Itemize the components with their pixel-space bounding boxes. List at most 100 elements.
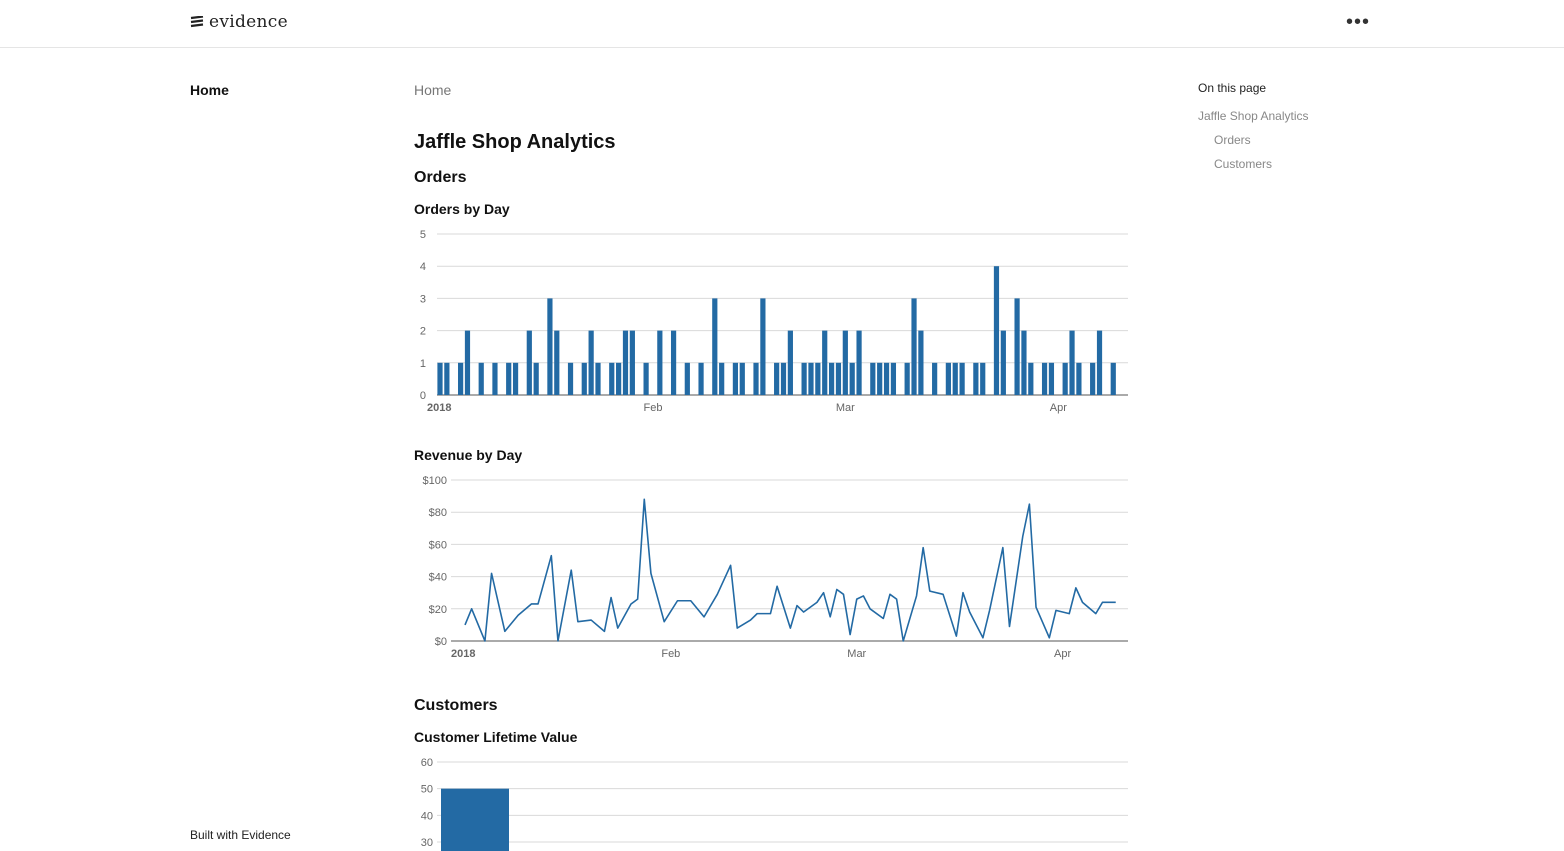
revenue-by-day-chart: $0 $20 $40 $60 $80 $100 2018 Feb Mar Apr	[423, 475, 1128, 660]
bar	[959, 362, 965, 395]
bar	[993, 266, 1000, 395]
bar	[1048, 362, 1055, 395]
bar	[822, 330, 828, 395]
bar	[684, 362, 690, 395]
bar	[1028, 362, 1034, 395]
y-tick-label: 0	[420, 390, 426, 402]
evidence-logo-icon	[190, 16, 204, 28]
y-tick-label: $40	[429, 572, 447, 584]
bar	[870, 362, 876, 395]
bar	[849, 362, 855, 395]
built-with-evidence-link[interactable]: Built with Evidence	[190, 828, 291, 842]
bar	[629, 330, 635, 395]
bar	[918, 330, 924, 395]
toc-title: On this page	[1198, 81, 1267, 95]
bar	[595, 362, 601, 395]
revenue-line	[464, 498, 1116, 642]
chart-title-customer-lifetime-value: Customer Lifetime Value	[414, 729, 578, 745]
bar	[1062, 362, 1068, 395]
evidence-logo[interactable]: evidence	[190, 12, 288, 32]
bar	[670, 330, 677, 395]
chart-title-orders-by-day: Orders by Day	[414, 201, 510, 217]
bar	[952, 362, 958, 395]
bar	[835, 362, 842, 395]
x-tick-label: Mar	[836, 402, 855, 414]
bar	[1000, 330, 1006, 395]
bar	[478, 362, 484, 395]
section-heading-orders: Orders	[414, 169, 467, 186]
y-tick-label: $60	[429, 539, 447, 551]
x-tick-label: Feb	[643, 402, 662, 414]
bar	[1096, 330, 1103, 395]
bar	[698, 362, 704, 395]
x-tick-label: Mar	[847, 648, 866, 660]
bar	[464, 330, 471, 395]
bar	[1076, 362, 1082, 395]
bar	[526, 330, 532, 395]
bar	[774, 362, 780, 395]
y-tick-label: $100	[423, 475, 447, 487]
x-tick-label: Apr	[1054, 648, 1071, 660]
bar	[801, 362, 807, 395]
bar	[877, 362, 883, 395]
bar	[492, 362, 498, 395]
bar	[945, 362, 951, 395]
logo-text: evidence	[209, 12, 288, 32]
bar	[732, 362, 739, 395]
bar	[815, 362, 821, 395]
bar	[1014, 298, 1020, 395]
toc-item-customers[interactable]: Customers	[1214, 157, 1273, 171]
page-title: Jaffle Shop Analytics	[414, 131, 616, 153]
bar	[616, 362, 622, 395]
sidebar-item-home[interactable]: Home	[190, 82, 229, 98]
bar	[581, 362, 587, 395]
bar	[1021, 330, 1027, 395]
x-tick-label: 2018	[427, 402, 451, 414]
bar	[437, 362, 443, 395]
y-tick-label: 60	[421, 757, 433, 769]
bar	[512, 362, 519, 395]
breadcrumb[interactable]: Home	[414, 82, 452, 98]
y-tick-label: 2	[420, 326, 426, 338]
bar	[883, 362, 890, 395]
y-tick-label: 1	[420, 358, 426, 370]
y-tick-label: $0	[435, 636, 447, 648]
y-tick-label: 4	[420, 261, 426, 273]
bar	[1041, 362, 1048, 395]
y-tick-label: $80	[429, 507, 447, 519]
y-tick-label: 50	[421, 784, 433, 796]
y-tick-label: $20	[429, 604, 447, 616]
x-tick-label: Apr	[1050, 402, 1067, 414]
toc-item-jaffle-shop-analytics[interactable]: Jaffle Shop Analytics	[1198, 109, 1309, 123]
bar	[712, 298, 718, 395]
bar	[719, 362, 725, 395]
bar	[506, 362, 512, 395]
bar	[780, 362, 787, 395]
bar	[547, 298, 553, 395]
bar	[828, 362, 835, 395]
bar	[753, 362, 759, 395]
bar	[657, 330, 663, 395]
bar	[904, 362, 910, 395]
x-tick-label: Feb	[661, 648, 680, 660]
bar	[458, 362, 464, 395]
more-horizontal-icon[interactable]: •••	[1346, 11, 1371, 33]
bar	[973, 362, 979, 395]
section-heading-customers: Customers	[414, 697, 498, 714]
x-tick-label: 2018	[451, 648, 475, 660]
bar	[444, 362, 450, 395]
bar	[441, 788, 509, 851]
bar	[1069, 330, 1075, 395]
bar	[787, 330, 793, 395]
bar	[533, 362, 539, 395]
chart-title-revenue-by-day: Revenue by Day	[414, 447, 523, 463]
bar	[911, 298, 917, 395]
y-tick-label: 40	[421, 810, 433, 822]
bar	[1110, 362, 1116, 395]
bar	[588, 330, 594, 395]
bar	[609, 362, 615, 395]
toc-item-orders[interactable]: Orders	[1214, 133, 1251, 147]
y-tick-label: 5	[420, 229, 426, 241]
bar	[554, 330, 560, 395]
bar	[856, 330, 862, 395]
